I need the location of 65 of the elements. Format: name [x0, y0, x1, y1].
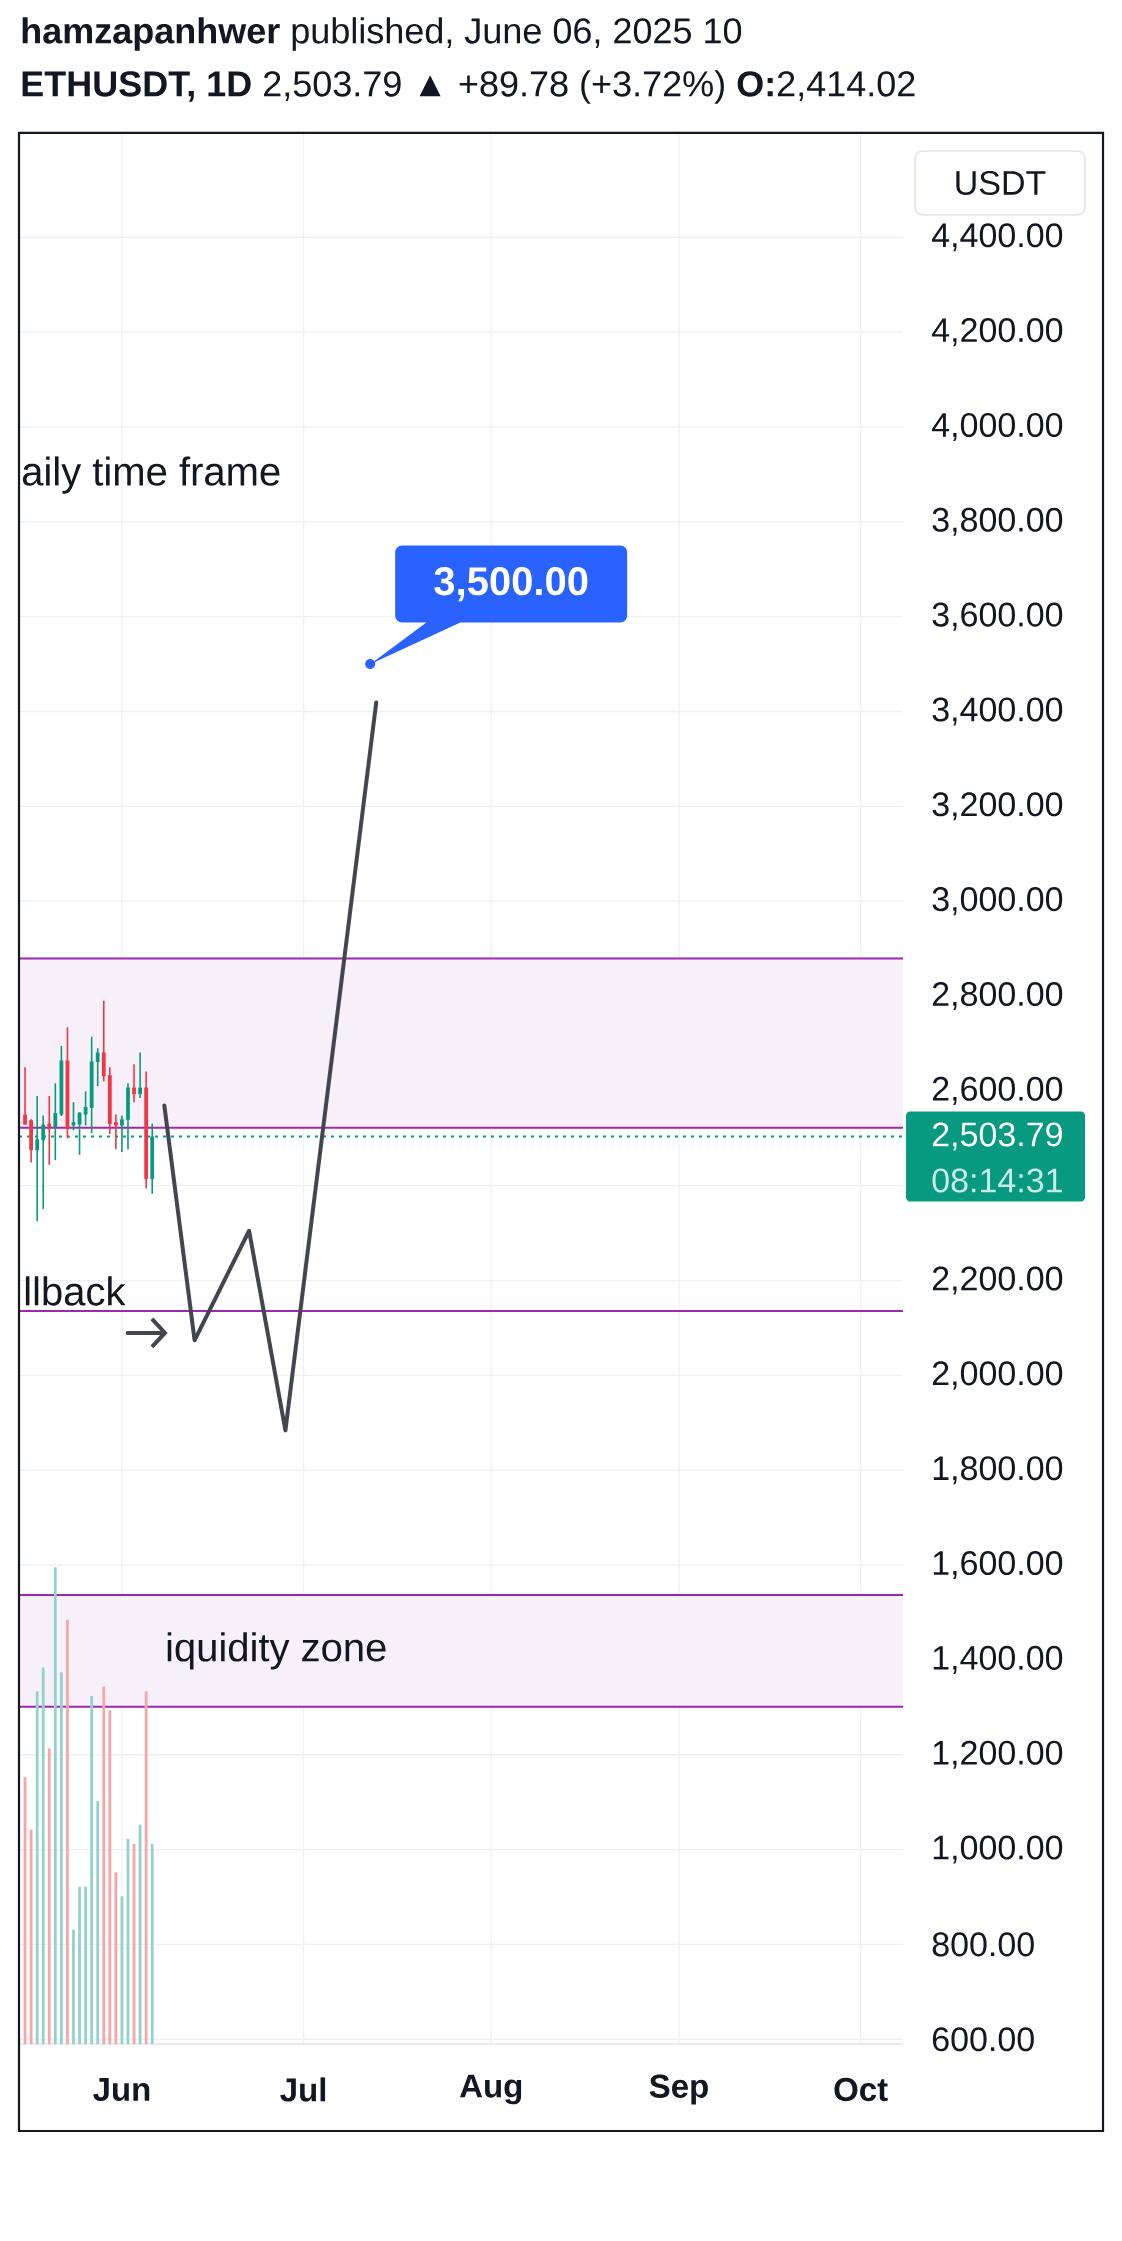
y-tick-label: 4,000.00: [931, 412, 1063, 442]
bar: [53, 1567, 57, 2044]
candlestick: [132, 1063, 136, 1104]
y-tick-label: 3,000.00: [932, 887, 1063, 916]
x-tick-label: Oct: [834, 2077, 888, 2102]
y-tick-label: 4,400.00: [931, 223, 1063, 252]
y-tick-label: 3,800.00: [932, 507, 1063, 536]
candlestick: [107, 1066, 112, 1135]
bar: [29, 1829, 33, 2044]
chart-title: hamzapanhwer published, June 06, 2025 10: [22, 17, 742, 51]
candlestick: [138, 1051, 142, 1099]
ref-line-label: llback: [25, 1276, 126, 1306]
y-tick-label: 3,600.00: [932, 602, 1063, 631]
y-tick-label: 1,400.00: [933, 1645, 1063, 1674]
annotation: 3,500.00: [434, 567, 588, 602]
y-tick-label: 2,200.00: [932, 1266, 1063, 1295]
y-tick-label: 1,800.00: [933, 1456, 1063, 1485]
annotation: aily time frame: [22, 456, 280, 494]
bar: [84, 1886, 87, 2044]
y-tick-label: 3,200.00: [932, 792, 1063, 821]
bar: [90, 1696, 94, 2044]
bar: [66, 1619, 69, 2044]
candlestick: [83, 1090, 88, 1127]
y-tick-label: 1,000.00: [933, 1835, 1063, 1864]
bar: [47, 1748, 51, 2044]
x-tick-label: Jun: [93, 2077, 150, 2102]
candlestick: [113, 1113, 118, 1150]
band-label: iquidity zone: [167, 1632, 386, 1670]
y-tick-label: 4,200.00: [931, 318, 1063, 347]
bar: [114, 1872, 118, 2044]
candlestick: [89, 1035, 94, 1134]
bar: [59, 1672, 63, 2044]
candlestick: [65, 1026, 70, 1140]
bar: [144, 1691, 148, 2044]
y-tick-label: 1,200.00: [933, 1740, 1063, 1769]
bar: [150, 1843, 154, 2044]
y-tick-label: 1,600.00: [933, 1551, 1063, 1580]
bar: [72, 1929, 75, 2044]
y-axis-title: USDT: [956, 170, 1046, 195]
x-tick-label: Jul: [280, 2077, 326, 2102]
chart-subtitle: ETHUSDT, 1D 2,503.79 ▲ +89.78 (+3.72%) O:2,414.02: [22, 70, 915, 104]
y-tick-label: 2,800.00: [932, 981, 1063, 1011]
bar: [96, 1800, 100, 2044]
bar: [102, 1686, 106, 2044]
x-tick-label: Sep: [649, 2074, 708, 2105]
candlestick: [101, 999, 106, 1083]
y-tick-label: 2,000.00: [932, 1361, 1063, 1390]
line-series: [162, 700, 379, 1433]
y-tick-label: 3,400.00: [932, 697, 1063, 726]
candlestick: [95, 1047, 100, 1087]
candlestick: [144, 1070, 149, 1190]
candlestick: [29, 1118, 34, 1164]
candlestick: [47, 1095, 52, 1166]
y-tick-label: 2,600.00: [932, 1076, 1063, 1105]
bar: [41, 1667, 45, 2044]
x-tick-label: Aug: [460, 2074, 522, 2105]
candlestick: [23, 1066, 27, 1126]
candlestick: [59, 1045, 64, 1117]
ref-line-label: 2,503.79: [932, 1122, 1062, 1151]
text: 08:14:31: [932, 1168, 1062, 1193]
bar: [35, 1691, 39, 2044]
bar: [108, 1710, 112, 2044]
y-tick-label: 600.00: [932, 2027, 1034, 2052]
y-tick-label: 800.00: [932, 1932, 1034, 1957]
bar: [78, 1886, 81, 2044]
